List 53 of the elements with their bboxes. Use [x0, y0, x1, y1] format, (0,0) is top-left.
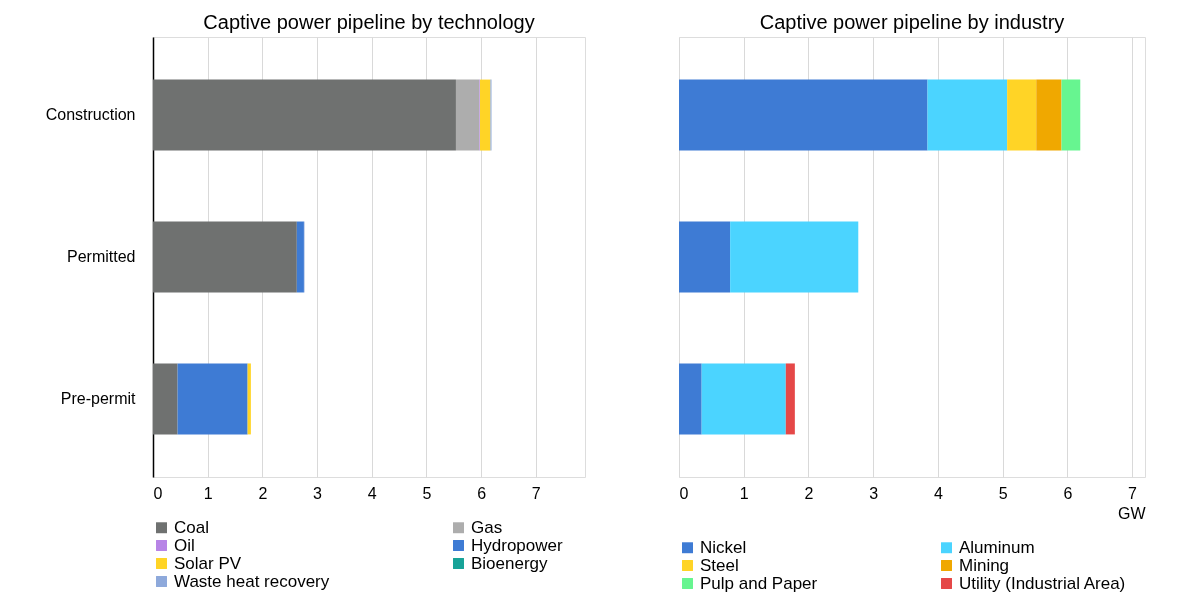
bar	[455, 79, 480, 151]
legend-label: Coal	[174, 517, 209, 537]
bar	[1061, 79, 1081, 151]
x-tick-label: 1	[739, 484, 749, 502]
x-tick-label: 3	[313, 484, 323, 502]
chart-title: Captive power pipeline by industry	[759, 11, 1065, 33]
bar	[296, 221, 304, 293]
x-tick-label: 4	[367, 484, 377, 502]
x-axis-title: GW	[1117, 504, 1147, 522]
bar	[177, 363, 248, 435]
x-tick-label: 7	[1128, 484, 1138, 502]
legend-label: Hydropower	[471, 535, 563, 555]
x-tick-label: 1	[203, 484, 213, 502]
y-tick-label: Pre-permit	[60, 389, 137, 407]
y-tick-label: Permitted	[67, 248, 136, 265]
x-tick-label: 4	[933, 484, 943, 502]
x-tick-label: 7	[531, 484, 541, 502]
legend-label: Mining	[959, 555, 1010, 575]
x-tick-label: 3	[869, 484, 879, 502]
bar	[785, 363, 795, 435]
bar	[679, 79, 928, 151]
bar	[153, 221, 297, 293]
x-tick-label: 6	[477, 484, 487, 502]
bar	[679, 363, 702, 435]
legend-label: Steel	[700, 555, 739, 575]
y-tick-label: Construction	[45, 106, 136, 124]
legend-label: Waste heat recovery	[174, 571, 330, 591]
x-tick-label: 0	[153, 484, 163, 502]
bar	[730, 221, 859, 293]
legend-label: Pulp and Paper	[700, 573, 818, 593]
x-tick-label: 5	[998, 484, 1008, 502]
bar	[480, 79, 491, 151]
x-tick-label: 5	[422, 484, 432, 502]
bar	[153, 79, 456, 151]
bar	[701, 363, 786, 435]
x-tick-label: 0	[679, 484, 689, 502]
bar	[1007, 79, 1037, 151]
chart-title: Captive power pipeline by technology	[203, 11, 535, 33]
legend-label: Solar PV	[174, 553, 242, 573]
legend-label: Aluminum	[959, 537, 1035, 557]
legend-label: Oil	[174, 535, 195, 555]
x-tick-label: 2	[804, 484, 814, 502]
x-tick-label: 2	[258, 484, 268, 502]
legend-label: Utility (Industrial Area)	[959, 573, 1126, 593]
bar	[247, 363, 251, 435]
x-tick-label: 6	[1063, 484, 1073, 502]
legend-label: Nickel	[700, 537, 747, 557]
bar	[1036, 79, 1062, 151]
bar	[927, 79, 1008, 151]
legend-label: Gas	[471, 517, 503, 537]
bar	[679, 221, 731, 293]
bar	[153, 363, 178, 435]
legend-label: Bioenergy	[471, 553, 549, 573]
